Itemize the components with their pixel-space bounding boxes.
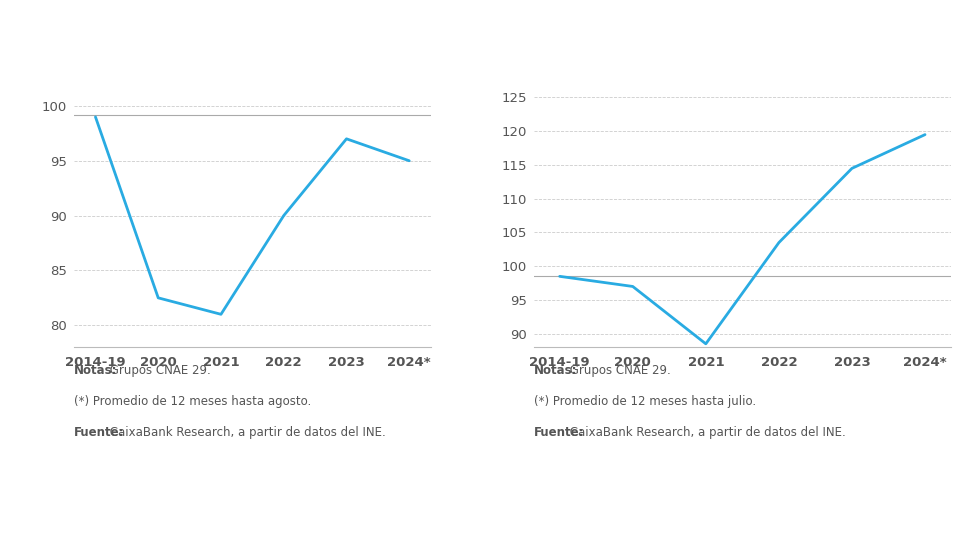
- Text: Fuente:: Fuente:: [74, 426, 124, 438]
- Text: CaixaBank Research, a partir de datos del INE.: CaixaBank Research, a partir de datos de…: [106, 426, 385, 438]
- Text: Grupos CNAE 29.: Grupos CNAE 29.: [106, 364, 211, 377]
- Text: Notas:: Notas:: [534, 364, 577, 377]
- Text: (*) Promedio de 12 meses hasta agosto.: (*) Promedio de 12 meses hasta agosto.: [74, 395, 311, 408]
- Text: (*) Promedio de 12 meses hasta julio.: (*) Promedio de 12 meses hasta julio.: [534, 395, 757, 408]
- Text: Fuente:: Fuente:: [534, 426, 585, 438]
- Text: CaixaBank Research, a partir de datos del INE.: CaixaBank Research, a partir de datos de…: [566, 426, 846, 438]
- Text: Notas:: Notas:: [74, 364, 117, 377]
- Text: Grupos CNAE 29.: Grupos CNAE 29.: [566, 364, 671, 377]
